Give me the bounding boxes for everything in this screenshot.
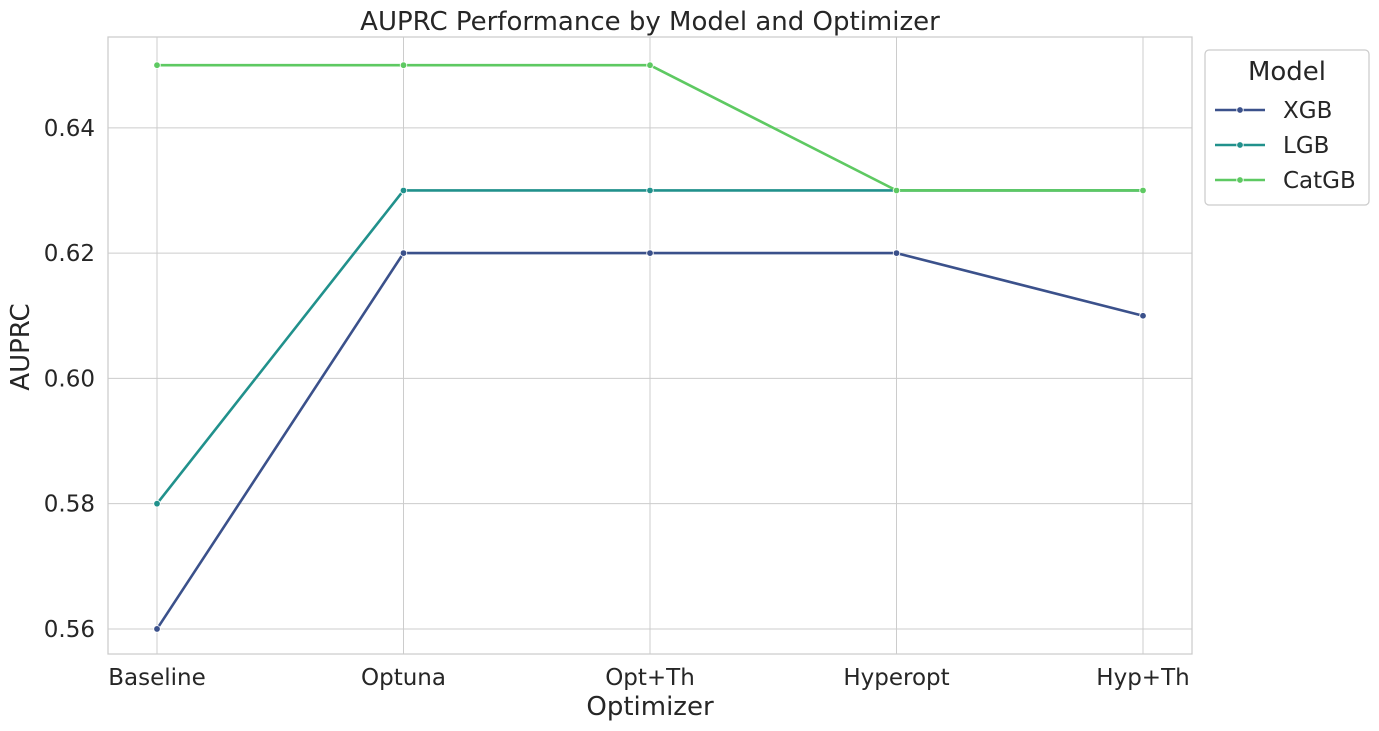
- y-tick-label: 0.60: [44, 366, 95, 392]
- data-point: [892, 249, 901, 257]
- data-point: [399, 249, 408, 257]
- x-tick-label: Hyp+Th: [1096, 665, 1189, 691]
- legend-items: XGB LGB CatGB: [1215, 98, 1356, 194]
- legend-item-lgb: LGB: [1215, 133, 1329, 159]
- legend-swatch-marker: [1236, 141, 1244, 149]
- x-tick-label: Opt+Th: [605, 665, 695, 691]
- data-point: [1139, 312, 1147, 320]
- data-point: [153, 499, 161, 508]
- data-point: [646, 186, 654, 195]
- y-tick-label: 0.56: [44, 617, 95, 643]
- x-tick-label: Hyperopt: [843, 665, 949, 691]
- data-point: [1139, 186, 1147, 195]
- legend: Model XGB LGB CatGB: [1204, 49, 1370, 206]
- series-layer: [153, 61, 1147, 633]
- legend-item-catgb: CatGB: [1215, 168, 1356, 194]
- legend-swatch-marker: [1236, 106, 1244, 114]
- x-tick-label: Optuna: [361, 665, 446, 691]
- y-tick-label: 0.58: [44, 492, 95, 518]
- y-tick-label: 0.64: [44, 116, 95, 142]
- legend-swatch-marker: [1236, 176, 1244, 184]
- x-gridlines: [156, 37, 1144, 654]
- data-point: [153, 61, 161, 69]
- x-axis-label: Optimizer: [586, 692, 714, 722]
- legend-item-xgb: XGB: [1215, 98, 1332, 124]
- chart-title: AUPRC Performance by Model and Optimizer: [360, 7, 940, 37]
- legend-title: Model: [1248, 57, 1326, 87]
- y-tick-label: 0.62: [44, 241, 95, 267]
- y-tick-labels: 0.56 0.58 0.60 0.62 0.64: [44, 116, 95, 643]
- legend-label: CatGB: [1283, 168, 1356, 194]
- data-point: [892, 186, 901, 195]
- y-axis-label: AUPRC: [6, 303, 36, 390]
- data-point: [153, 625, 161, 633]
- x-tick-label: Baseline: [108, 665, 206, 691]
- data-point: [646, 61, 654, 69]
- x-tick-labels: Baseline Optuna Opt+Th Hyperopt Hyp+Th: [108, 665, 1189, 691]
- series-catgb: [153, 61, 1147, 195]
- legend-frame: [1204, 49, 1370, 206]
- data-point: [399, 186, 408, 195]
- plot-frame: [107, 36, 1193, 655]
- legend-label: LGB: [1283, 133, 1329, 159]
- data-point: [399, 61, 408, 69]
- data-point: [646, 249, 654, 257]
- series-xgb: [153, 249, 1147, 633]
- legend-label: XGB: [1283, 98, 1332, 124]
